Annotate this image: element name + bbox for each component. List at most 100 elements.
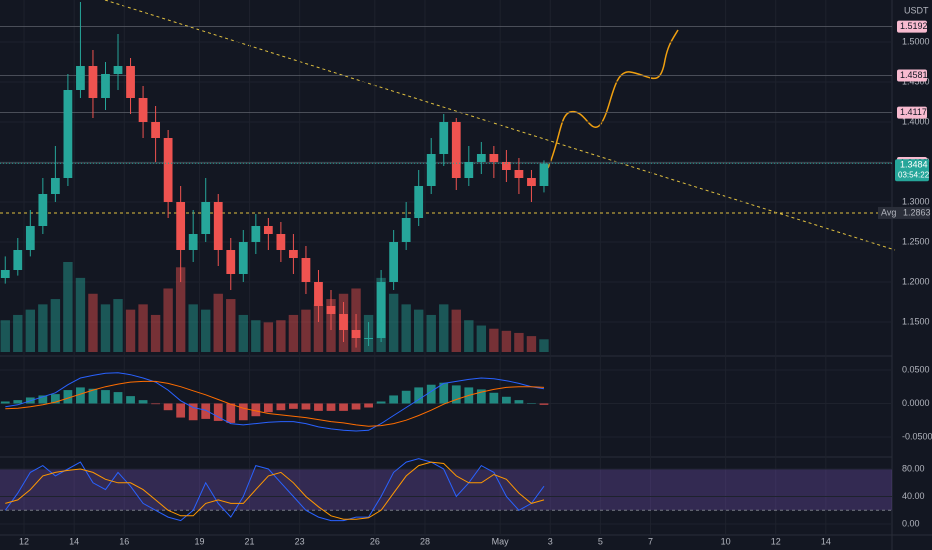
candle-body: [25, 226, 35, 250]
candle-body: [50, 178, 60, 194]
candle-body: [13, 250, 23, 270]
y-tick-label: 1.3000: [902, 196, 930, 206]
candle-body: [451, 122, 461, 178]
volume-bar: [439, 304, 449, 352]
histogram-bar: [113, 392, 123, 404]
volume-bar: [201, 309, 211, 352]
histogram-bar: [126, 396, 135, 404]
series-line: [5, 461, 545, 520]
volume-bar: [75, 277, 86, 352]
price-tag-label: 1.4581: [900, 70, 928, 80]
x-tick-label: 14: [69, 536, 79, 546]
x-tick-label: 5: [598, 536, 603, 546]
histogram-bar: [489, 392, 499, 404]
y-tick-label: 1.5000: [902, 36, 930, 46]
histogram-bar: [0, 401, 10, 404]
y-tick-label: 1.1500: [902, 316, 930, 326]
histogram-bar: [38, 395, 48, 404]
x-tick-label: 19: [194, 536, 204, 546]
candle-body: [238, 242, 248, 274]
candle-body: [489, 154, 499, 162]
volume-bar: [213, 293, 223, 352]
series-line: [4, 458, 545, 522]
volume-bar: [50, 299, 61, 352]
price-tag-label: 1.4117: [900, 107, 927, 117]
avg-label: 1.2863: [903, 207, 931, 217]
x-tick-label: 21: [245, 536, 255, 546]
volume-bar: [88, 293, 98, 352]
histogram-bar: [476, 389, 486, 404]
y-tick-label: -0.0500: [902, 431, 932, 441]
volume-bar: [100, 304, 111, 352]
histogram-bar: [76, 387, 85, 404]
histogram-bar: [238, 403, 248, 421]
candle-body: [439, 122, 449, 154]
histogram-bar: [326, 403, 336, 411]
x-tick-label: 23: [295, 536, 305, 546]
volume-bar: [539, 339, 549, 352]
candle-body: [376, 282, 386, 338]
volume-bar: [25, 309, 36, 352]
volume-bar: [113, 299, 123, 352]
candle-body: [401, 218, 411, 242]
x-tick-label: 3: [548, 536, 553, 546]
histogram-bar: [50, 394, 60, 404]
volume-bar: [163, 288, 173, 352]
price-tag: [897, 20, 927, 33]
y-tick-label: 1.4000: [902, 116, 930, 126]
y-tick-label: 0.0000: [902, 398, 930, 408]
histogram-bar: [514, 400, 524, 404]
histogram-bar: [339, 403, 348, 411]
volume-bar: [226, 299, 236, 352]
y-tick-label: 0.00: [902, 518, 920, 528]
histogram-bar: [314, 403, 323, 411]
volume-bar: [38, 304, 48, 352]
last-price-label: 1.3484: [900, 160, 928, 170]
candle-body: [263, 226, 273, 234]
volume-bar: [251, 320, 261, 352]
histogram-bar: [163, 403, 173, 411]
volume-bar: [63, 262, 73, 352]
candle-body: [188, 234, 198, 250]
candle-body: [176, 202, 186, 250]
x-tick-label: 12: [19, 536, 29, 546]
candle-body: [426, 154, 436, 186]
x-tick-label: 7: [648, 536, 653, 546]
volume-bar: [175, 267, 186, 352]
histogram-bar: [414, 387, 424, 404]
avg-tag: [878, 206, 930, 219]
histogram-bar: [289, 403, 298, 409]
candle-body: [63, 90, 73, 178]
series-line: [5, 380, 545, 427]
price-tag: [897, 106, 927, 119]
candle-body: [201, 202, 211, 234]
volume-bar: [138, 304, 148, 352]
histogram-bar: [527, 403, 536, 404]
histogram-bar: [376, 401, 386, 404]
histogram-bar: [276, 403, 286, 411]
histogram-bar: [439, 382, 449, 404]
histogram-bar: [301, 403, 311, 410]
candle-body: [464, 162, 474, 178]
candle-body: [38, 194, 48, 226]
volume-bar: [464, 320, 474, 352]
volume-bar: [301, 309, 311, 352]
candle-body: [151, 122, 160, 138]
avg-name: Avg: [881, 207, 896, 217]
candle-body: [126, 66, 135, 98]
candle-body: [476, 154, 486, 162]
x-tick-label: 12: [771, 536, 781, 546]
candle-body: [527, 178, 536, 186]
series-line: [5, 372, 545, 432]
candle-body: [138, 98, 148, 122]
histogram-bar: [539, 403, 549, 405]
candle-body: [351, 330, 361, 338]
candle-body: [76, 66, 85, 90]
volume-bar: [150, 314, 161, 352]
histogram-bar: [251, 403, 261, 417]
x-tick-label: 26: [370, 536, 380, 546]
histogram-bar: [213, 403, 223, 421]
candle-body: [226, 250, 236, 274]
histogram-bar: [263, 403, 273, 413]
volume-bar: [501, 330, 512, 352]
